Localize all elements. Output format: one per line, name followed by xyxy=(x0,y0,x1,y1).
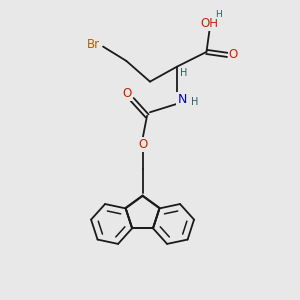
Text: O: O xyxy=(229,48,238,62)
Text: O: O xyxy=(122,87,131,100)
Text: H: H xyxy=(216,10,222,19)
Text: OH: OH xyxy=(200,17,218,31)
Text: H: H xyxy=(191,98,199,107)
Text: H: H xyxy=(180,68,187,78)
Text: O: O xyxy=(138,138,147,151)
Text: Br: Br xyxy=(87,38,100,51)
Text: N: N xyxy=(177,93,187,106)
